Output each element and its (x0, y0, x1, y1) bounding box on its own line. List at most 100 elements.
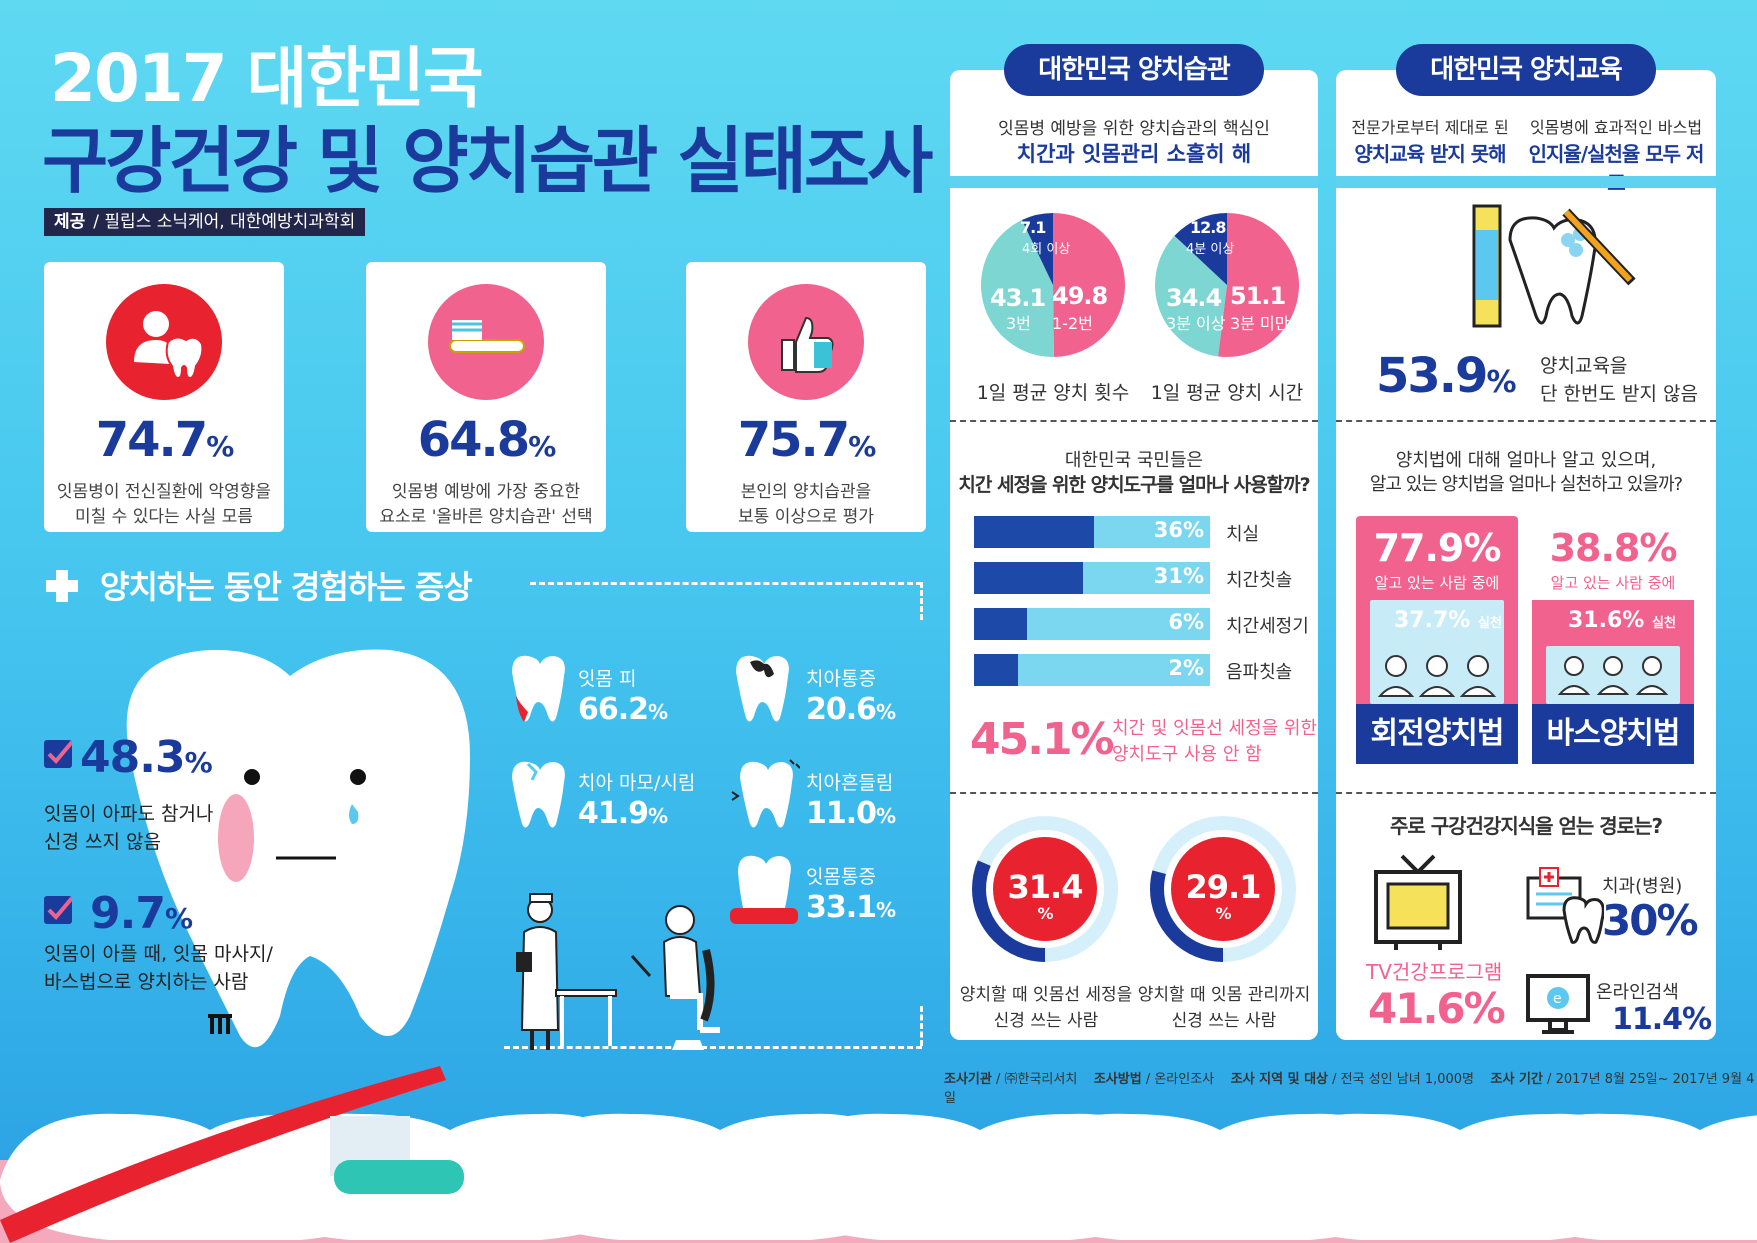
ring2-line1: 양치할 때 잇몸 관리까지 (1137, 985, 1311, 1005)
method2-known: 38.8% (1549, 526, 1678, 570)
pie2-label-3: 4분 이상 (1186, 242, 1235, 257)
check-value-1: 48.3% (80, 732, 213, 783)
tool-bar-fill-1 (974, 516, 1094, 548)
tool-bar-2: 31% (974, 562, 1210, 596)
worn-tooth-icon (512, 761, 565, 828)
credit-text: 필립스 소닉케어, 대한예방치과학회 (104, 212, 356, 232)
credit-slash: / (93, 212, 105, 232)
plus-icon (44, 568, 80, 604)
title-line1: 2017 대한민국 (50, 40, 484, 117)
stat-desc-2b: 요소로 '올바른 양치습관' 선택 (379, 507, 593, 527)
thumbs-up-icon (748, 284, 864, 400)
bottom-teeth (0, 1113, 1757, 1243)
ring2-arc (1150, 816, 1296, 962)
source-label-clinic: 치과(병원) (1602, 876, 1683, 897)
tooth-character (126, 649, 470, 1048)
tool-bar-fill-3 (974, 608, 1028, 640)
no-edu-line1: 양치교육을 (1540, 355, 1628, 377)
pie1-value-1: 49.8 (1052, 282, 1108, 310)
habits-pill: 대한민국 양치습관 (1004, 44, 1264, 96)
stat-card-2: 64.8% 잇몸병 예방에 가장 중요한 요소로 '올바른 양치습관' 선택 (366, 262, 606, 532)
edu-sub-left2: 양치교육 받지 못해 (1354, 142, 1506, 166)
pie-chart-duration (1155, 213, 1299, 357)
toothbrush-icon (428, 284, 544, 400)
ring1-arc (972, 816, 1118, 962)
check-desc-1a: 잇몸이 아파도 참거나 (44, 803, 214, 825)
pie2-value-2: 34.4 (1166, 284, 1222, 312)
tool-label-3: 치간세정기 (1226, 616, 1309, 637)
tools-q2: 치간 세정을 위한 양치도구를 얼마나 사용할까? (958, 474, 1310, 496)
bleeding-tooth-icon (512, 655, 565, 722)
pie1-slice-1 (1053, 213, 1125, 357)
pie1-slice-3 (1021, 213, 1053, 285)
tool-label-1: 치실 (1226, 524, 1260, 545)
check-desc-2a: 잇몸이 아플 때, 잇몸 마사지/ (44, 943, 273, 965)
tool-bar-value-1: 36% (1153, 518, 1204, 542)
people-icon-1 (1377, 655, 1497, 697)
ring-chart-2 (1150, 816, 1296, 962)
stat-value-1: 74.7 (95, 412, 208, 468)
symptom-label-4: 치아흔들림 (806, 772, 894, 794)
method2-known-caption: 알고 있는 사람 중에 (1550, 574, 1676, 592)
people-icon-2 (1557, 656, 1669, 695)
ring1-value: 31.4 (1007, 868, 1084, 906)
symptom-label-1: 잇몸 피 (578, 668, 637, 690)
tool-label-4: 음파칫솔 (1226, 662, 1293, 683)
dentist-scene (516, 893, 720, 1050)
tools-q1: 대한민국 국민들은 (1064, 450, 1204, 471)
tool-bar-4: 2% (974, 654, 1210, 688)
check-icon-1 (44, 740, 74, 768)
stat-card-3: 75.7% 본인의 양치습관을 보통 이상으로 평가 (686, 262, 926, 532)
pie2-caption: 1일 평균 양치 시간 (1150, 382, 1304, 404)
stat-unit-3: % (848, 430, 876, 463)
stat-desc-1b: 미칠 수 있다는 사실 모름 (74, 507, 253, 527)
ring2-value: 29.1 (1185, 868, 1262, 906)
tool-bar-3: 6% (974, 608, 1210, 642)
education-pill: 대한민국 양치교육 (1396, 44, 1656, 96)
symptom-value-1: 66.2% (578, 692, 668, 727)
pie1-caption: 1일 평균 양치 횟수 (976, 382, 1130, 404)
tool-bar-fill-4 (974, 654, 1019, 686)
nonuse-value: 45.1% (970, 714, 1115, 765)
habits-sub2: 치간과 잇몸관리 소홀히 해 (1016, 142, 1252, 166)
toothbrush-illustration (0, 1066, 464, 1243)
method1-inner: 37.7% 실천 (1370, 600, 1504, 704)
pie-chart-frequency (981, 213, 1125, 357)
stat-desc-1a: 잇몸병이 전신질환에 악영향을 (56, 482, 272, 502)
tool-bar-value-4: 2% (1168, 656, 1204, 680)
habits-sub1: 잇몸병 예방을 위한 양치습관의 핵심인 (998, 119, 1270, 139)
stat-unit-1: % (206, 430, 234, 463)
survey-footer: 조사기관 / ㈜한국리서치 조사방법 / 온라인조사 조사 지역 및 대상 / … (944, 1072, 1755, 1106)
tooth-person-icon (106, 284, 222, 400)
tool-bar-1: 36% (974, 516, 1210, 550)
ring1-unit: % (1037, 904, 1053, 923)
pie1-label-2: 3번 (1006, 314, 1031, 333)
cavity-tooth-icon (736, 655, 789, 722)
nonuse-line1: 치간 및 잇몸선 세정을 위한 (1112, 718, 1318, 739)
clinic-icon (1526, 867, 1604, 944)
pie2-value-1: 51.1 (1230, 282, 1286, 310)
pie2-slice-1 (1218, 213, 1299, 357)
check-icon-2 (44, 896, 74, 924)
methods-q2: 알고 있는 양치법을 얼마나 실천하고 있을까? (1369, 474, 1683, 495)
symptom-label-3: 치아 마모/시림 (578, 772, 696, 794)
credit: 제공 / 필립스 소닉케어, 대한예방치과학회 (44, 208, 366, 236)
stat-value-2: 64.8 (417, 412, 530, 468)
no-edu-value: 53.9% (1376, 348, 1517, 404)
stat-desc-3a: 본인의 양치습관을 (740, 482, 872, 502)
pie2-label-1: 3분 미만 (1230, 314, 1290, 333)
symptom-label-2: 치아통증 (806, 668, 876, 690)
method2-practice: 31.6% 실천 (1568, 608, 1676, 633)
tool-bar-value-2: 31% (1153, 564, 1204, 588)
pie2-value-3: 12.8 (1190, 218, 1226, 237)
pie1-label-1: 1-2번 (1052, 314, 1093, 333)
symptom-value-2: 20.6% (806, 692, 896, 727)
pie1-slice-2 (981, 220, 1054, 357)
ring1-line2: 신경 쓰는 사람 (993, 1011, 1099, 1031)
ring2-unit: % (1215, 904, 1231, 923)
tool-bar-fill-2 (974, 562, 1083, 594)
edu-sub-left1: 전문가로부터 제대로 된 (1351, 118, 1509, 137)
ring2-center (1171, 837, 1275, 941)
method-card-bass: 38.8% 알고 있는 사람 중에 31.6% 실천 바스양치법 (1532, 516, 1694, 764)
source-value-online: 11.4% (1612, 1002, 1712, 1037)
